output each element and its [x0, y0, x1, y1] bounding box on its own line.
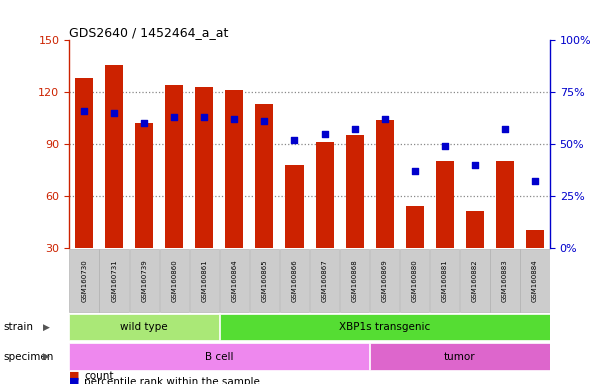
Bar: [130, 249, 159, 312]
Point: [260, 118, 269, 124]
Bar: [255, 104, 273, 248]
Point: [350, 126, 359, 132]
Point: [139, 120, 149, 126]
Point: [380, 116, 389, 122]
Point: [290, 137, 299, 143]
Bar: [370, 249, 400, 312]
Bar: [75, 78, 93, 248]
Text: ■: ■: [69, 371, 79, 381]
Bar: [220, 249, 249, 312]
Bar: [250, 249, 279, 312]
Text: GSM160869: GSM160869: [382, 259, 388, 302]
Text: GSM160860: GSM160860: [171, 259, 177, 302]
Bar: [400, 249, 429, 312]
Point: [230, 116, 239, 122]
Bar: [105, 65, 123, 248]
Text: strain: strain: [3, 322, 33, 333]
Text: GSM160868: GSM160868: [352, 259, 358, 302]
Bar: [70, 314, 219, 340]
Point: [320, 131, 329, 137]
Text: GSM160864: GSM160864: [231, 259, 237, 302]
Point: [169, 114, 179, 120]
Bar: [496, 161, 514, 248]
Bar: [100, 249, 129, 312]
Text: GSM160882: GSM160882: [472, 259, 478, 302]
Text: GSM160861: GSM160861: [201, 259, 207, 302]
Bar: [220, 314, 550, 340]
Bar: [370, 343, 550, 370]
Text: specimen: specimen: [3, 352, 53, 362]
Text: GSM160883: GSM160883: [502, 259, 508, 302]
Bar: [466, 211, 484, 248]
Bar: [430, 249, 460, 312]
Bar: [376, 120, 394, 248]
Bar: [406, 206, 424, 248]
Text: B cell: B cell: [205, 352, 234, 362]
Bar: [490, 249, 520, 312]
Point: [79, 108, 89, 114]
Text: GSM160731: GSM160731: [111, 259, 117, 302]
Text: tumor: tumor: [444, 352, 475, 362]
Bar: [340, 249, 370, 312]
Bar: [165, 85, 183, 248]
Point: [470, 162, 480, 168]
Point: [109, 110, 119, 116]
Bar: [225, 91, 243, 248]
Bar: [190, 249, 219, 312]
Text: GSM160880: GSM160880: [412, 259, 418, 302]
Text: count: count: [84, 371, 114, 381]
Text: ▶: ▶: [43, 352, 50, 361]
Bar: [310, 249, 340, 312]
Bar: [70, 249, 99, 312]
Text: GSM160739: GSM160739: [141, 259, 147, 302]
Point: [410, 168, 419, 174]
Bar: [460, 249, 490, 312]
Bar: [526, 230, 544, 248]
Point: [200, 114, 209, 120]
Text: GSM160884: GSM160884: [532, 259, 538, 302]
Point: [440, 143, 450, 149]
Bar: [195, 87, 213, 248]
Bar: [316, 142, 334, 248]
Text: GSM160867: GSM160867: [322, 259, 328, 302]
Point: [500, 126, 510, 132]
Bar: [285, 165, 304, 248]
Text: wild type: wild type: [120, 322, 168, 333]
Text: GSM160865: GSM160865: [261, 259, 267, 302]
Point: [530, 178, 540, 184]
Bar: [436, 161, 454, 248]
Text: ■: ■: [69, 377, 79, 384]
Bar: [160, 249, 189, 312]
Text: GDS2640 / 1452464_a_at: GDS2640 / 1452464_a_at: [69, 26, 228, 39]
Text: percentile rank within the sample: percentile rank within the sample: [84, 377, 260, 384]
Bar: [520, 249, 550, 312]
Bar: [346, 136, 364, 248]
Text: GSM160881: GSM160881: [442, 259, 448, 302]
Text: GSM160730: GSM160730: [81, 259, 87, 302]
Text: XBP1s transgenic: XBP1s transgenic: [339, 322, 430, 333]
Bar: [135, 123, 153, 248]
Text: GSM160866: GSM160866: [291, 259, 297, 302]
Bar: [70, 343, 370, 370]
Bar: [280, 249, 310, 312]
Text: ▶: ▶: [43, 323, 50, 332]
